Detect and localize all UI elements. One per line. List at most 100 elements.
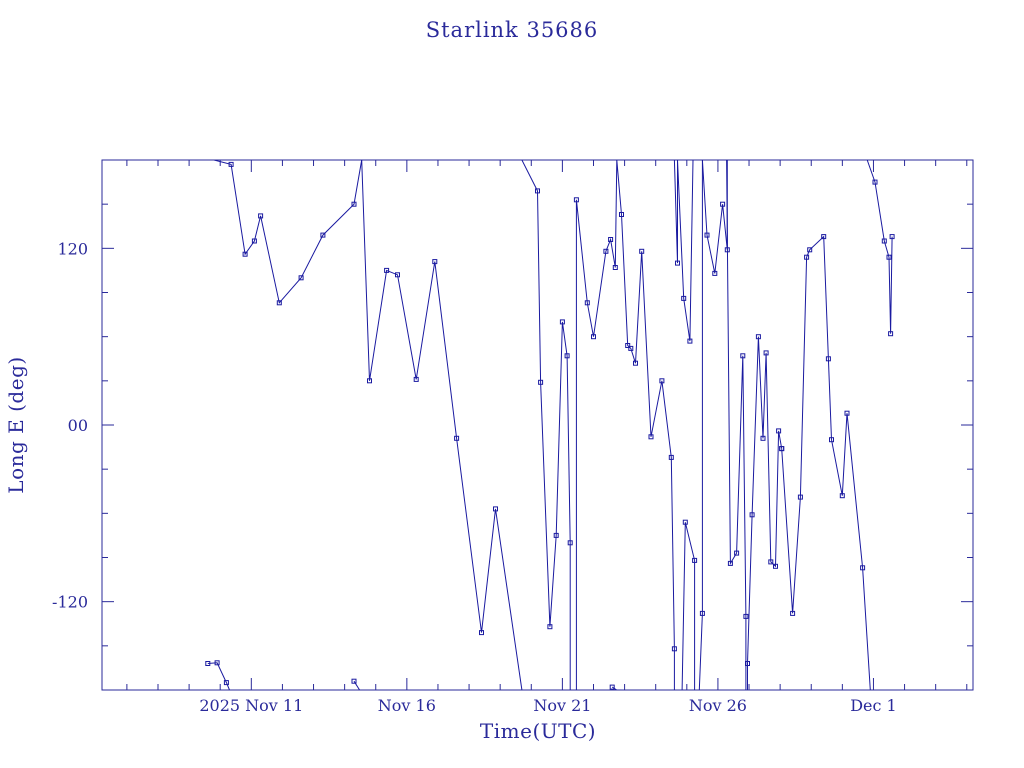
data-point	[573, 197, 579, 203]
data-point	[564, 353, 570, 359]
data-point	[872, 179, 878, 185]
data-point	[839, 493, 845, 499]
data-point	[639, 248, 645, 254]
x-tick-label: Nov 26	[689, 696, 747, 715]
data-point	[821, 234, 827, 240]
data-point	[829, 437, 834, 443]
data-point	[258, 213, 264, 219]
data-point	[633, 360, 638, 366]
data-point	[888, 331, 894, 337]
data-point	[298, 275, 304, 281]
y-tick-label: 00	[68, 416, 88, 435]
data-point	[704, 232, 710, 238]
series-line	[681, 522, 696, 690]
axis-ticks	[102, 159, 973, 691]
data-point	[699, 610, 705, 616]
data-point	[553, 532, 559, 538]
data-point	[807, 247, 813, 253]
series-line	[747, 336, 783, 690]
data-series	[205, 160, 895, 690]
data-point	[790, 610, 796, 616]
data-point	[584, 300, 590, 306]
data-point	[223, 680, 229, 686]
data-point	[734, 550, 740, 556]
data-point	[797, 494, 803, 500]
x-tick-labels: 2025 Nov 11 Nov 16 Nov 21 Nov 26 Dec 1	[199, 696, 896, 715]
series-line	[521, 160, 571, 690]
data-point	[559, 319, 565, 325]
data-point	[681, 295, 687, 301]
data-point	[760, 435, 766, 441]
data-point	[628, 345, 634, 351]
data-point	[454, 435, 460, 441]
data-point	[773, 563, 778, 569]
series-line	[353, 680, 361, 690]
data-point	[745, 661, 750, 666]
data-point	[625, 343, 631, 348]
x-tick-label: Nov 16	[378, 696, 436, 715]
series-line	[673, 160, 694, 342]
data-point	[351, 201, 357, 207]
data-point	[612, 265, 618, 270]
data-point	[603, 248, 609, 254]
data-point	[671, 646, 677, 652]
y-tick-label: -120	[52, 593, 88, 612]
y-axis-label: Long E (deg)	[4, 356, 28, 493]
data-point	[668, 454, 674, 460]
data-point	[251, 238, 257, 244]
data-point	[659, 378, 665, 384]
data-point	[749, 512, 755, 518]
data-point	[351, 678, 357, 684]
data-point	[228, 161, 234, 167]
data-point	[214, 660, 220, 666]
data-point	[687, 338, 693, 344]
data-point	[889, 234, 895, 240]
y-tick-labels: 120 00 -120	[52, 239, 88, 611]
data-point	[712, 270, 718, 276]
data-point	[479, 630, 484, 636]
series-line	[698, 160, 703, 690]
data-point	[825, 356, 831, 362]
data-point	[740, 353, 746, 359]
data-point	[535, 188, 540, 194]
data-point	[743, 613, 749, 619]
data-point	[755, 334, 761, 340]
data-point	[776, 428, 782, 434]
series-line	[213, 160, 363, 304]
data-point	[844, 410, 850, 416]
data-point	[619, 212, 624, 217]
x-axis-label: Time(UTC)	[480, 719, 596, 743]
series-line	[575, 160, 675, 690]
data-point	[395, 272, 400, 278]
data-point	[860, 565, 866, 571]
data-point	[727, 560, 733, 566]
data-point	[547, 624, 553, 630]
data-point	[367, 378, 372, 384]
data-point	[675, 260, 680, 266]
data-point	[432, 259, 438, 265]
data-point	[768, 559, 774, 565]
data-point	[609, 684, 615, 690]
data-point	[720, 201, 726, 207]
data-point	[205, 661, 211, 666]
data-point	[567, 540, 573, 546]
data-point	[413, 376, 419, 382]
series-line	[361, 160, 523, 690]
data-point	[881, 238, 887, 244]
data-point	[648, 434, 654, 440]
x-tick-label: Nov 21	[533, 696, 591, 715]
plot-frame	[101, 159, 974, 691]
series-line	[866, 160, 893, 334]
series-line	[781, 235, 871, 690]
chart-title: Starlink 35686	[426, 18, 599, 42]
y-tick-label: 120	[57, 239, 88, 258]
series-line	[701, 160, 728, 274]
data-point	[493, 506, 498, 512]
data-point	[763, 350, 769, 356]
x-tick-label: Dec 1	[850, 696, 897, 715]
data-point	[608, 237, 614, 242]
data-point	[692, 557, 698, 563]
series-line	[207, 662, 230, 690]
data-point	[804, 254, 810, 260]
series-line	[726, 160, 747, 690]
